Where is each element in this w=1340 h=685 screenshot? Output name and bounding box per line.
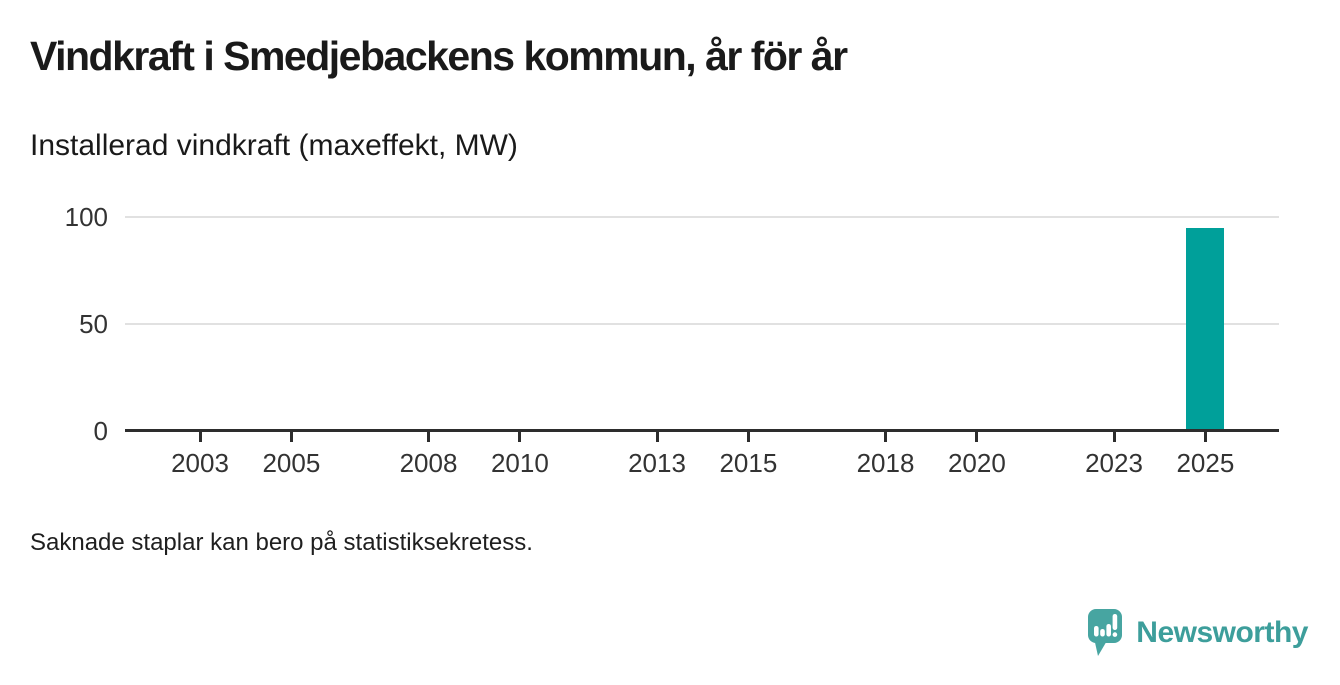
x-axis-line (125, 429, 1279, 432)
x-axis-tick-2008 (427, 431, 430, 442)
x-axis-label-2018: 2018 (856, 448, 915, 478)
x-axis-tick-2020 (975, 431, 979, 442)
y-axis-label-100: 100 (64, 202, 108, 232)
x-axis-label-2003: 2003 (171, 448, 229, 478)
speech-bubble-bar-chart-icon (1088, 609, 1123, 656)
x-axis-tick-2025 (1203, 431, 1207, 442)
x-axis-tick-2010 (518, 431, 522, 442)
x-axis-label-2025: 2025 (1176, 448, 1235, 478)
y-axis-label-50: 50 (79, 309, 108, 339)
x-axis-label-2013: 2013 (628, 448, 686, 478)
x-axis-label-2023: 2023 (1085, 448, 1143, 478)
newsworthy-logo: Newsworthy (1087, 608, 1308, 657)
chart-subtitle: Installerad vindkraft (maxeffekt, MW) (30, 129, 518, 162)
x-axis-tick-2013 (655, 431, 659, 442)
x-axis-tick-2005 (289, 431, 293, 442)
gridline-50 (125, 323, 1279, 325)
x-axis-label-2015: 2015 (719, 448, 778, 478)
chart-footnote: Saknade staplar kan bero på statistiksek… (30, 529, 533, 556)
x-axis-label-2020: 2020 (947, 448, 1006, 478)
x-axis-tick-2015 (746, 431, 750, 442)
x-axis-tick-2018 (884, 431, 887, 442)
x-axis-label-2010: 2010 (490, 448, 549, 478)
x-axis-label-2008: 2008 (399, 448, 458, 478)
newsworthy-logo-text: Newsworthy (1136, 615, 1308, 649)
x-axis-label-2005: 2005 (262, 448, 321, 478)
x-axis-tick-2023 (1112, 431, 1116, 442)
y-axis-label-0: 0 (93, 416, 108, 446)
bar-2025 (1186, 227, 1225, 431)
chart-title: Vindkraft i Smedjebackens kommun, år för… (30, 33, 848, 79)
x-axis-tick-2003 (198, 431, 202, 442)
gridline-100 (125, 216, 1279, 218)
